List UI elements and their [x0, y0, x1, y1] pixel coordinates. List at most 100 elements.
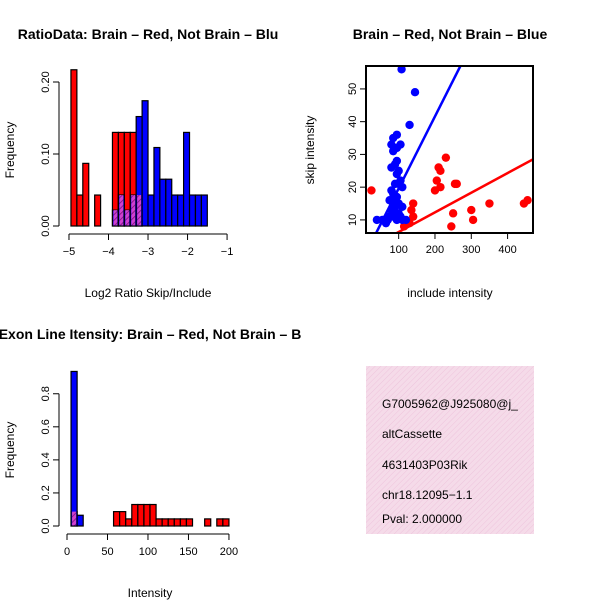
scatter-x-tick-label: 100 — [389, 244, 407, 256]
hist3-brain-bar-5 — [137, 503, 145, 527]
hist3-brain-bar-11 — [173, 518, 181, 527]
scatter-brain-point-3 — [407, 205, 416, 215]
hist1-not-brain-bar-8 — [159, 178, 167, 227]
exon-histogram-xlabel: Intensity — [128, 586, 173, 600]
hist1-brain-bar-4 — [94, 194, 102, 227]
hist3-x-tick-label: 50 — [101, 546, 113, 558]
scatter-frame — [365, 65, 534, 234]
hist3-brain-bar-12 — [179, 518, 188, 527]
hist1-not-brain-bar-11 — [177, 194, 185, 227]
scatter-not-brain-point-11 — [387, 163, 396, 172]
scatter-brain-point-13 — [452, 179, 461, 189]
exon-histogram-title: Exon Line Itensity: Brain – Red, Not Bra… — [0, 326, 301, 342]
scatter-y-tick-label: 50 — [347, 83, 359, 95]
hist1-overlap-bar-10 — [131, 195, 136, 226]
hist1-not-brain-bar-7 — [153, 146, 161, 227]
hist1-not-brain-bar-14 — [194, 194, 202, 227]
scatter-y-tick-label: 40 — [347, 116, 359, 128]
hist1-not-brain-bar-10 — [171, 194, 179, 227]
scatter-plot-area — [367, 66, 533, 233]
hist3-x-tick-label: 200 — [220, 546, 238, 558]
scatter-not-brain-point-34 — [372, 215, 382, 225]
hist3-brain-bar-1 — [112, 511, 121, 527]
hist3-overlap-bar-0 — [72, 511, 77, 526]
event-info-box: G7005962@J925080@j_ altCassette 4631403P… — [366, 366, 534, 534]
hist3-y-tick-label: 0.4 — [40, 452, 52, 467]
scatter-not-brain-point-23 — [398, 202, 407, 212]
hist3-x-tick-label: 100 — [139, 546, 157, 558]
hist3-brain-bar-3 — [125, 518, 133, 527]
hist1-x-tick-label: −2 — [181, 246, 194, 258]
scatter-not-brain-point-33 — [381, 218, 391, 228]
scatter-brain-point-15 — [447, 222, 456, 231]
scatter-not-brain-point-2 — [405, 120, 414, 130]
intensity-scatter-panel: Brain – Red, Not Brain – Blue skip inten… — [303, 26, 547, 300]
event-type-text: altCassette — [382, 427, 442, 441]
ratio-histogram-xlabel: Log2 Ratio Skip/Include — [85, 286, 212, 300]
hist1-not-brain-bar-12 — [182, 131, 191, 227]
gene-name-text: 4631403P03Rik — [382, 458, 468, 472]
scatter-not-brain-fit-line — [375, 66, 462, 233]
scatter-brain-point-11 — [441, 153, 451, 162]
hist3-not-brain-bar-1 — [76, 514, 84, 527]
scatter-brain-point-5 — [408, 199, 418, 208]
ratio-histogram-ylabel: Frequency — [3, 122, 17, 179]
hist3-x-tick-label: 0 — [64, 546, 70, 558]
scatter-not-brain-point-8 — [396, 140, 405, 149]
hist1-not-brain-bar-15 — [200, 194, 208, 227]
hist3-brain-bar-2 — [119, 511, 127, 527]
hist1-x-tick-label: −1 — [221, 246, 234, 258]
scatter-not-brain-point-1 — [410, 87, 420, 97]
ratio-histogram-title: RatioData: Brain – Red, Not Brain – Blu — [18, 26, 279, 42]
hist1-brain-bar-1 — [76, 194, 84, 227]
scatter-brain-fit-line — [396, 158, 533, 233]
hist1-y-tick-label: 0.10 — [40, 143, 52, 164]
scatter-brain-point-4 — [408, 212, 418, 221]
hist3-y-tick-label: 0.0 — [40, 518, 52, 533]
scatter-title: Brain – Red, Not Brain – Blue — [353, 26, 548, 42]
hist3-not-brain-bar-0 — [70, 370, 78, 527]
location-text: chr18.12095−1.1 — [382, 488, 473, 502]
scatter-not-brain-point-37 — [396, 212, 405, 221]
scatter-brain-point-16 — [467, 205, 476, 215]
scatter-ylabel: skip intensity — [303, 116, 317, 185]
hist1-brain-bar-2 — [82, 162, 90, 227]
info-box-background — [366, 366, 534, 534]
hist3-y-tick-label: 0.6 — [40, 419, 52, 434]
scatter-brain-point-14 — [448, 209, 458, 218]
hist1-x-tick-label: −5 — [63, 246, 76, 258]
scatter-brain-point-8 — [436, 182, 445, 192]
hist1-brain-bar-0 — [70, 69, 78, 227]
hist3-brain-bar-4 — [131, 503, 139, 527]
hist1-overlap-bar-8 — [119, 195, 124, 226]
event-id-text: G7005962@J925080@j_ — [382, 397, 518, 411]
hist3-brain-bar-7 — [149, 503, 157, 527]
hist3-brain-bar-16 — [222, 518, 230, 527]
scatter-not-brain-point-4 — [389, 133, 398, 143]
hist3-brain-bar-8 — [155, 518, 163, 527]
hist3-y-tick-label: 0.8 — [40, 386, 52, 401]
scatter-brain-point-17 — [468, 215, 478, 225]
hist3-x-tick-label: 150 — [179, 546, 197, 558]
scatter-brain-point-0 — [367, 186, 376, 195]
scatter-y-tick-label: 10 — [347, 214, 359, 226]
scatter-not-brain-point-0 — [397, 66, 406, 74]
hist1-not-brain-bar-13 — [188, 194, 197, 227]
hist1-not-brain-bar-9 — [165, 178, 173, 227]
hist1-y-tick-label: 0.20 — [40, 71, 52, 92]
hist3-brain-bar-13 — [185, 518, 194, 527]
hist1-not-brain-bar-6 — [147, 194, 155, 227]
hist3-brain-bar-9 — [161, 518, 169, 527]
hist3-y-tick-label: 0.2 — [40, 485, 52, 500]
scatter-brain-point-18 — [485, 199, 494, 208]
scatter-brain-point-7 — [432, 176, 441, 185]
scatter-xlabel: include intensity — [407, 286, 492, 300]
scatter-x-tick-label: 400 — [498, 244, 516, 256]
scatter-not-brain-point-13 — [392, 169, 402, 179]
exon-intensity-histogram-panel: Exon Line Itensity: Brain – Red, Not Bra… — [0, 326, 301, 600]
hist3-brain-bar-10 — [167, 518, 175, 527]
hist1-x-tick-label: −3 — [142, 246, 155, 258]
exon-histogram-ylabel: Frequency — [3, 422, 17, 479]
scatter-y-tick-label: 20 — [347, 181, 359, 193]
